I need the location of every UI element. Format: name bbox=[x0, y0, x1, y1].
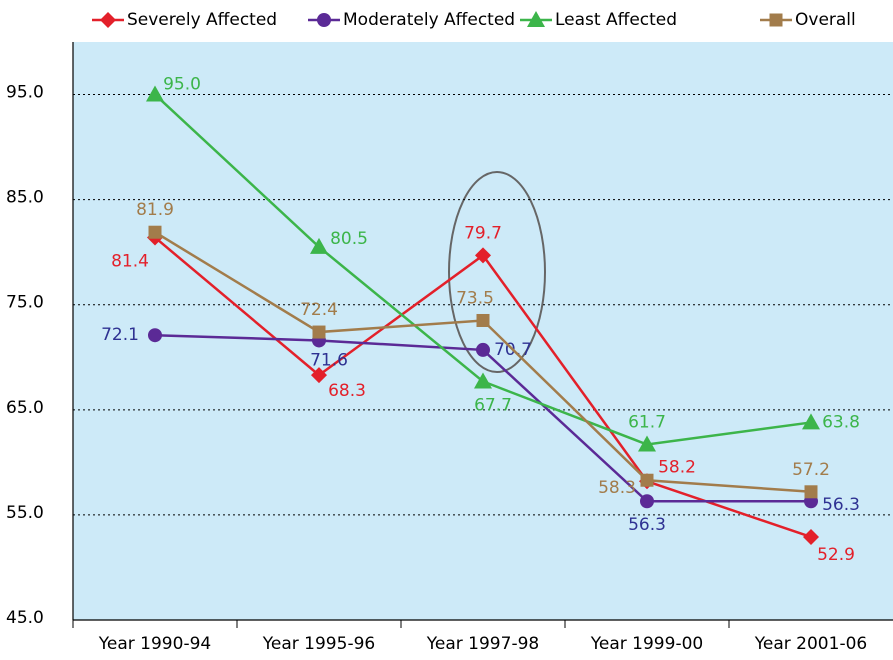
x-tick-label: Year 1999-00 bbox=[590, 634, 703, 654]
value-label: 57.2 bbox=[792, 460, 830, 480]
y-tick-label: 95.0 bbox=[6, 83, 44, 103]
value-label: 71.6 bbox=[310, 350, 348, 370]
point bbox=[146, 85, 164, 102]
point bbox=[476, 313, 490, 327]
value-label: 67.7 bbox=[474, 395, 512, 415]
point bbox=[640, 473, 654, 487]
value-label: 52.9 bbox=[817, 545, 855, 565]
point bbox=[148, 225, 162, 239]
value-label: 79.7 bbox=[464, 223, 502, 243]
value-label: 95.0 bbox=[163, 75, 201, 95]
point bbox=[638, 435, 656, 452]
y-tick-label: 45.0 bbox=[6, 608, 44, 628]
value-label: 56.3 bbox=[628, 515, 666, 535]
legend-marker bbox=[317, 13, 331, 27]
highlight-ellipse bbox=[448, 171, 546, 373]
y-tick-label: 65.0 bbox=[6, 398, 44, 418]
legend-marker bbox=[527, 11, 545, 27]
x-tick-label: Year 1995-96 bbox=[262, 634, 375, 654]
plot-area bbox=[73, 42, 893, 620]
y-tick-label: 75.0 bbox=[6, 293, 44, 313]
point bbox=[474, 372, 492, 389]
point bbox=[804, 485, 818, 499]
point bbox=[476, 342, 490, 357]
value-label: 68.3 bbox=[328, 381, 366, 401]
x-tick-label: Year 1990-94 bbox=[98, 634, 211, 654]
x-tick-label: Year 1997-98 bbox=[426, 634, 539, 654]
point bbox=[475, 247, 491, 264]
legend-marker bbox=[769, 13, 783, 27]
legend-label: Overall bbox=[795, 10, 856, 30]
legend-marker bbox=[100, 12, 116, 28]
legend-label: Severely Affected bbox=[127, 10, 277, 30]
point bbox=[803, 528, 819, 545]
legend-label: Least Affected bbox=[555, 10, 677, 30]
point bbox=[312, 325, 326, 339]
value-label: 61.7 bbox=[628, 412, 666, 432]
value-label: 72.4 bbox=[300, 300, 338, 320]
value-label: 81.9 bbox=[136, 200, 174, 220]
value-label: 80.5 bbox=[330, 229, 368, 249]
value-label: 58.2 bbox=[658, 457, 696, 477]
y-tick-label: 55.0 bbox=[6, 503, 44, 523]
value-label: 63.8 bbox=[822, 412, 860, 432]
point bbox=[311, 367, 327, 384]
legend-label: Moderately Affected bbox=[343, 10, 515, 30]
value-label: 72.1 bbox=[101, 325, 139, 345]
y-tick-label: 85.0 bbox=[6, 188, 44, 208]
value-label: 81.4 bbox=[111, 251, 149, 271]
x-tick-label: Year 2001-06 bbox=[754, 634, 867, 654]
value-label: 56.3 bbox=[822, 495, 860, 515]
value-label: 73.5 bbox=[456, 288, 494, 308]
point bbox=[148, 328, 162, 343]
point bbox=[640, 494, 654, 509]
point bbox=[802, 413, 820, 430]
value-label: 58.3 bbox=[598, 478, 636, 498]
point bbox=[310, 237, 328, 254]
